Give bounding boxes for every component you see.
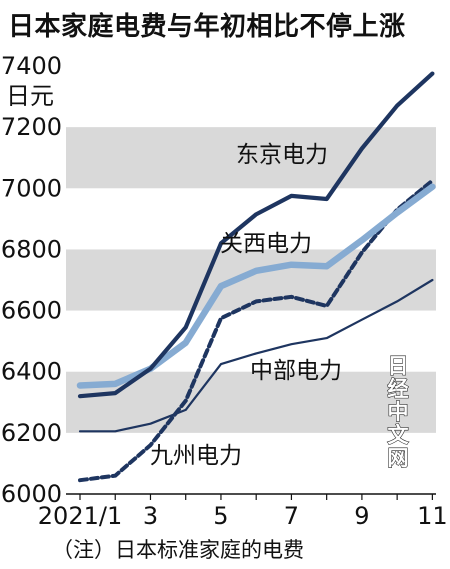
y-axis-label: 日元 xyxy=(6,82,54,110)
y-tick-label: 6600 xyxy=(1,297,62,325)
y-tick-label: 7200 xyxy=(1,113,62,141)
series-label: 关西电力 xyxy=(220,231,312,257)
x-tick-label: 2021/1 xyxy=(38,502,122,530)
series-label: 东京电力 xyxy=(236,142,328,168)
x-tick-label: 7 xyxy=(284,502,299,530)
y-tick-label: 6800 xyxy=(1,235,62,263)
series-line xyxy=(76,183,436,389)
series-label: 中部电力 xyxy=(250,358,342,384)
series-label: 九州电力 xyxy=(150,443,242,469)
grid-band xyxy=(66,249,436,311)
y-tick-label: 6000 xyxy=(1,480,62,508)
series-line xyxy=(78,278,434,433)
chart-title: 日本家庭电费与年初相比不停上涨 xyxy=(8,12,406,42)
x-tick-label: 9 xyxy=(354,502,369,530)
watermark-char: 中 xyxy=(388,400,409,424)
watermark-char: 日 xyxy=(388,354,409,378)
x-tick-label: 5 xyxy=(213,502,228,530)
grid-band xyxy=(66,127,436,189)
watermark-char: 网 xyxy=(388,446,409,470)
y-tick-label: 6200 xyxy=(1,419,62,447)
watermark-char: 文 xyxy=(388,423,410,447)
series-line xyxy=(77,71,435,399)
x-tick-label: 3 xyxy=(143,502,158,530)
chart-note: （注）日本标准家庭的电费 xyxy=(52,538,304,562)
y-tick-label: 7400 xyxy=(1,52,62,80)
watermark-char: 经 xyxy=(388,377,409,401)
series-line xyxy=(78,178,435,483)
y-axis-ticks: 6000 6200 6400 6600 6800 7000 7200 7400 xyxy=(1,52,62,508)
y-tick-label: 6400 xyxy=(1,358,62,386)
x-tick-label: 11 xyxy=(417,502,448,530)
x-axis: 2021/1 3 5 7 9 11 xyxy=(38,493,448,530)
y-tick-label: 7000 xyxy=(1,174,62,202)
series-lines xyxy=(76,71,436,483)
